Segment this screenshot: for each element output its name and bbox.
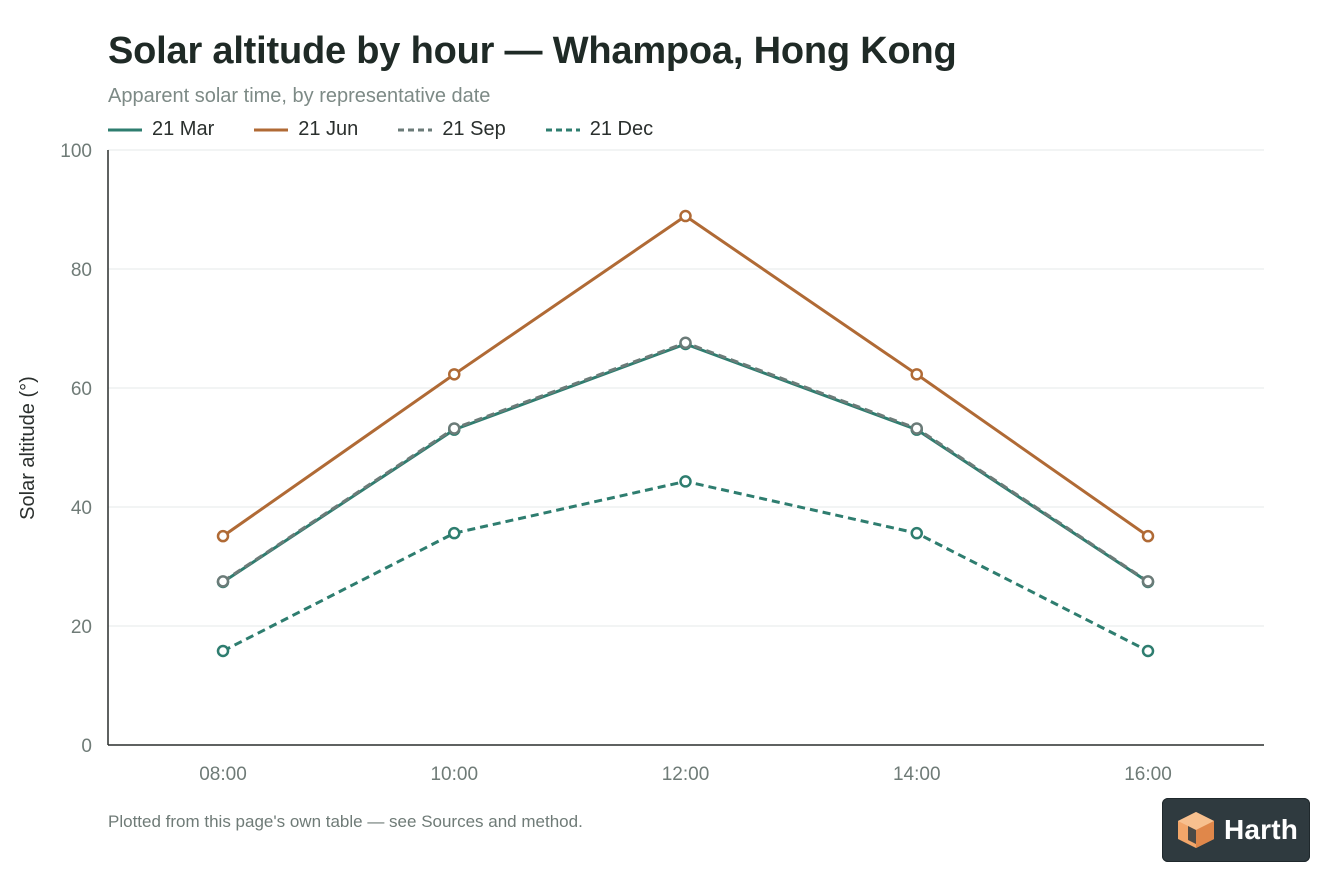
data-point-21-sep [216, 575, 230, 588]
legend-item-21-jun: 21 Jun [254, 118, 358, 141]
data-point-21-jun [910, 368, 923, 381]
series-line-21-mar [222, 342, 1149, 584]
data-point-21-dec [679, 475, 692, 488]
y-tick-label: 80 [71, 260, 92, 281]
y-tick-label: 40 [71, 498, 92, 519]
legend-label: 21 Mar [152, 118, 215, 140]
y-tick-label: 100 [60, 141, 92, 162]
x-tick-labels: 08:00 10:00 12:00 14:00 16:00 [199, 764, 1172, 785]
chart-legend: 21 Mar 21 Jun 21 Sep 21 Dec [108, 118, 653, 141]
data-point-21-sep [1141, 575, 1155, 588]
x-tick-label: 16:00 [1124, 764, 1172, 785]
axes [107, 150, 1264, 746]
x-tick-label: 14:00 [893, 764, 941, 785]
data-point-21-jun [679, 209, 692, 223]
legend-item-21-mar: 21 Mar [108, 118, 214, 141]
series-line-21-sep [222, 341, 1149, 583]
data-point-21-dec [1141, 644, 1155, 658]
data-point-21-jun [216, 529, 230, 543]
data-point-21-jun [448, 368, 461, 381]
harth-badge[interactable]: Harth [1162, 798, 1310, 862]
x-tick-label: 12:00 [662, 764, 710, 785]
legend-swatch-21-jun [254, 128, 289, 131]
series-line-21-jun [222, 214, 1149, 538]
series-group [216, 209, 1155, 658]
y-tick-labels: 0 20 40 60 80 100 [60, 141, 92, 757]
legend-swatch-21-sep [398, 128, 433, 131]
data-point-21-sep [448, 422, 461, 435]
x-tick-label: 08:00 [199, 764, 247, 785]
data-point-21-sep [910, 422, 923, 435]
y-tick-label: 60 [71, 379, 92, 400]
data-point-21-sep [679, 336, 692, 350]
data-point-21-jun [1141, 529, 1155, 543]
data-point-21-dec [216, 644, 230, 658]
legend-item-21-dec: 21 Dec [545, 118, 654, 141]
legend-swatch-21-mar [108, 128, 142, 131]
y-tick-label: 0 [81, 736, 92, 757]
legend-label: 21 Jun [298, 118, 359, 140]
legend-item-21-sep: 21 Sep [398, 118, 506, 141]
badge-label: Harth [1223, 814, 1299, 845]
y-tick-label: 20 [71, 617, 92, 638]
data-point-21-dec [910, 526, 923, 540]
y-axis-label: Solar altitude (°) [17, 376, 39, 520]
cube-icon [1177, 812, 1214, 848]
legend-label: 21 Sep [442, 118, 506, 140]
chart-title: Solar altitude by hour — Whampoa, Hong K… [108, 30, 957, 72]
legend-swatch-21-dec [545, 128, 580, 131]
x-tick-label: 10:00 [430, 764, 478, 785]
footnote: Plotted from this page's own table — see… [108, 812, 583, 831]
chart-subtitle: Apparent solar time, by representative d… [108, 85, 491, 107]
line-chart: 0 20 40 60 80 100 08:00 10:00 12:00 14:00 16:00 S… [17, 141, 1264, 785]
gridlines [108, 149, 1264, 627]
legend-label: 21 Dec [589, 118, 654, 140]
data-point-21-dec [448, 526, 461, 540]
